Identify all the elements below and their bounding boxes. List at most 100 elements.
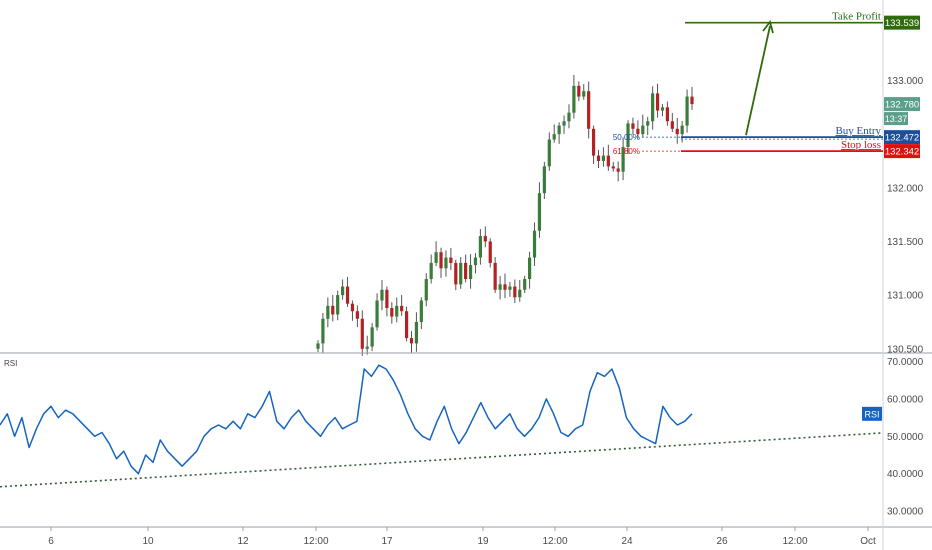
candle (316, 343, 320, 349)
current-price-label: 132.780 (885, 100, 919, 111)
candle (582, 91, 586, 97)
candle (459, 262, 463, 285)
candle (660, 107, 665, 111)
candle (370, 327, 374, 347)
price-pane (316, 74, 694, 356)
price-tag (884, 130, 920, 145)
rsi-trendline (0, 432, 884, 488)
countdown-tag (884, 112, 908, 126)
candle (380, 289, 384, 301)
rsi-tick-label: 70.0000 (887, 357, 924, 368)
candle (464, 262, 468, 280)
time-tick-label: 19 (477, 536, 489, 547)
candle (651, 93, 655, 122)
price-tick-label: 132.000 (887, 183, 924, 194)
time-tick-label: 24 (621, 536, 633, 547)
time-tick-label: 12 (237, 536, 249, 547)
candle (345, 286, 350, 304)
candle (434, 252, 438, 263)
candle (321, 318, 325, 344)
candle (616, 168, 620, 172)
price-tick-label: 133.000 (887, 76, 924, 87)
candle (621, 147, 625, 172)
candle (365, 346, 369, 349)
candle (552, 134, 556, 140)
candle (685, 96, 689, 126)
time-tick-label: 26 (716, 536, 728, 547)
candle (528, 257, 532, 280)
current-price-tag (884, 97, 920, 112)
candle (503, 284, 507, 290)
candle (547, 139, 551, 167)
candle (626, 123, 630, 148)
rsi-badge (862, 406, 882, 421)
rsi-title: RSI (4, 359, 17, 368)
time-tick-label: Oct (860, 536, 876, 547)
candle (636, 128, 640, 135)
price-tag-label: 132.342 (885, 147, 919, 158)
candle (631, 123, 635, 129)
level-label: Take Profit (832, 11, 881, 23)
candle (498, 284, 502, 290)
price-tag-label: 132.472 (885, 133, 919, 144)
candle (395, 305, 399, 317)
candle (587, 91, 591, 129)
candle (670, 121, 674, 129)
candle (680, 125, 684, 135)
candle (596, 155, 601, 161)
candle (675, 128, 679, 135)
candle (567, 112, 571, 122)
candle (493, 262, 497, 290)
candle (414, 321, 419, 344)
candle (523, 279, 527, 290)
candle (444, 257, 448, 269)
candle (601, 155, 606, 161)
rsi-tick-label: 50.0000 (887, 432, 924, 443)
candle (400, 305, 404, 312)
candle (606, 155, 610, 167)
price-tag (884, 15, 920, 30)
price-tick-label: 130.500 (887, 344, 924, 355)
candle (562, 121, 566, 126)
candle (326, 305, 330, 319)
candle (331, 305, 335, 315)
price-tag-label: 133.539 (885, 18, 919, 29)
rsi-tick-label: 60.0000 (887, 394, 924, 405)
candle (404, 311, 409, 339)
candle (557, 125, 561, 135)
candle (473, 257, 478, 266)
candle (449, 257, 453, 263)
price-tick-label: 131.000 (887, 291, 924, 302)
candle (655, 93, 660, 111)
candle (488, 241, 492, 263)
candle (646, 121, 650, 126)
candle (390, 308, 394, 317)
time-tick-label: 12:00 (303, 536, 328, 547)
candle (336, 295, 340, 315)
price-tick-label: 131.500 (887, 237, 924, 248)
rsi-badge-label: RSI (864, 409, 879, 419)
candle (591, 128, 596, 156)
candle (478, 236, 482, 258)
arrow-shaft (745, 25, 771, 136)
countdown-label: 13:37 (885, 114, 908, 124)
rsi-pane: RSI RSI (0, 359, 884, 488)
candle (375, 300, 379, 328)
candle (429, 262, 433, 280)
candle (537, 193, 542, 231)
annotations: Take Profit 133.539 Buy Entry 132.472 Stop l… (613, 11, 920, 159)
time-tick-label: 17 (381, 536, 393, 547)
time-tick-label: 12:00 (782, 536, 807, 547)
candle (454, 262, 458, 285)
candle (641, 125, 645, 135)
price-axis: 130.500 131.000 131.500 132.000 133.000 132.7… (884, 76, 924, 355)
candle (518, 289, 522, 298)
candle (508, 286, 512, 290)
level-label: Stop loss (841, 139, 881, 151)
candle (355, 311, 359, 319)
candle (690, 96, 694, 105)
candle (424, 279, 428, 301)
time-tick-label: 10 (142, 536, 154, 547)
candle (385, 289, 389, 308)
